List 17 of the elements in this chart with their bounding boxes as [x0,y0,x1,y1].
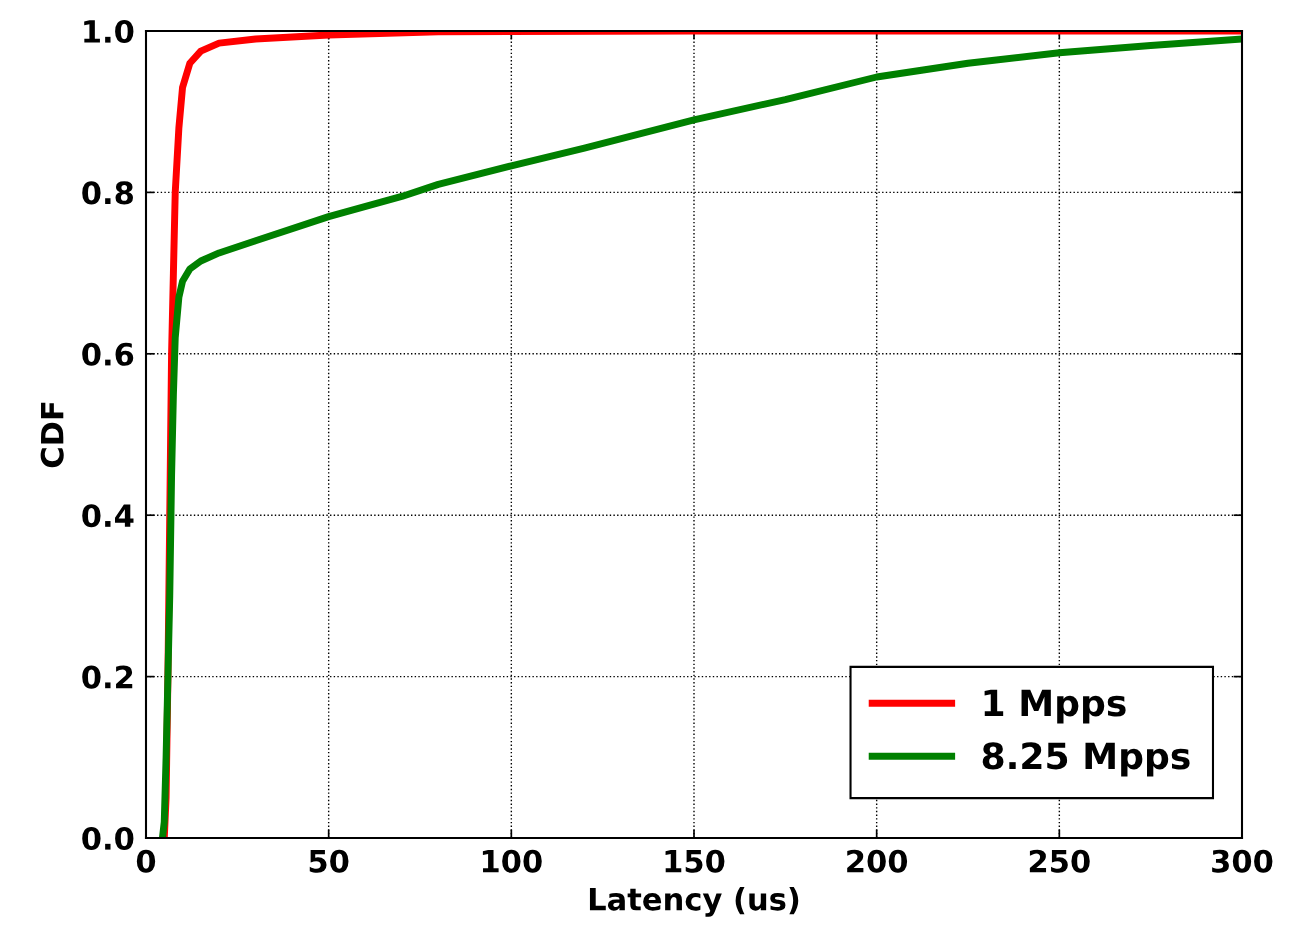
y-tick-label: 0.0 [82,826,134,851]
y-tick-label: 0.4 [82,504,134,528]
x-tick-label: 300 [1212,849,1273,873]
y-tick-label: 0.8 [82,181,133,205]
legend-label: 8.25 Mpps [982,742,1190,777]
x-tick-label: 200 [847,849,908,873]
y-axis-title: CDF [40,402,64,468]
x-axis-title: Latency (us) [589,887,799,917]
x-tick-label: 100 [482,849,542,873]
x-tick-label: 50 [309,849,349,873]
x-tick-label: 250 [1029,849,1090,873]
x-tick-label: 150 [665,849,725,873]
x-tick-label: 0 [136,849,156,873]
legend-label: 1 Mpps [984,689,1126,724]
y-tick-label: 0.2 [82,665,133,689]
y-tick-label: 0.6 [82,342,134,366]
y-tick-label: 1.0 [84,19,134,44]
